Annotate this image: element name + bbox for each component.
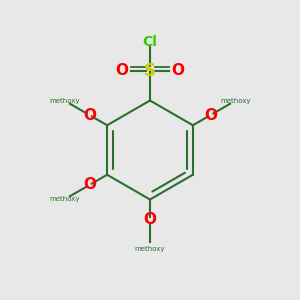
Text: Cl: Cl xyxy=(142,35,158,49)
Text: O: O xyxy=(116,63,129,78)
Text: O: O xyxy=(83,107,96,122)
Text: methoxy: methoxy xyxy=(220,98,251,103)
Text: O: O xyxy=(143,212,157,227)
Text: S: S xyxy=(144,62,156,80)
Text: O: O xyxy=(83,177,96,193)
Text: O: O xyxy=(204,107,217,122)
Text: methoxy: methoxy xyxy=(49,196,80,202)
Text: O: O xyxy=(171,63,184,78)
Text: methoxy: methoxy xyxy=(49,98,80,103)
Text: methoxy: methoxy xyxy=(135,246,165,252)
